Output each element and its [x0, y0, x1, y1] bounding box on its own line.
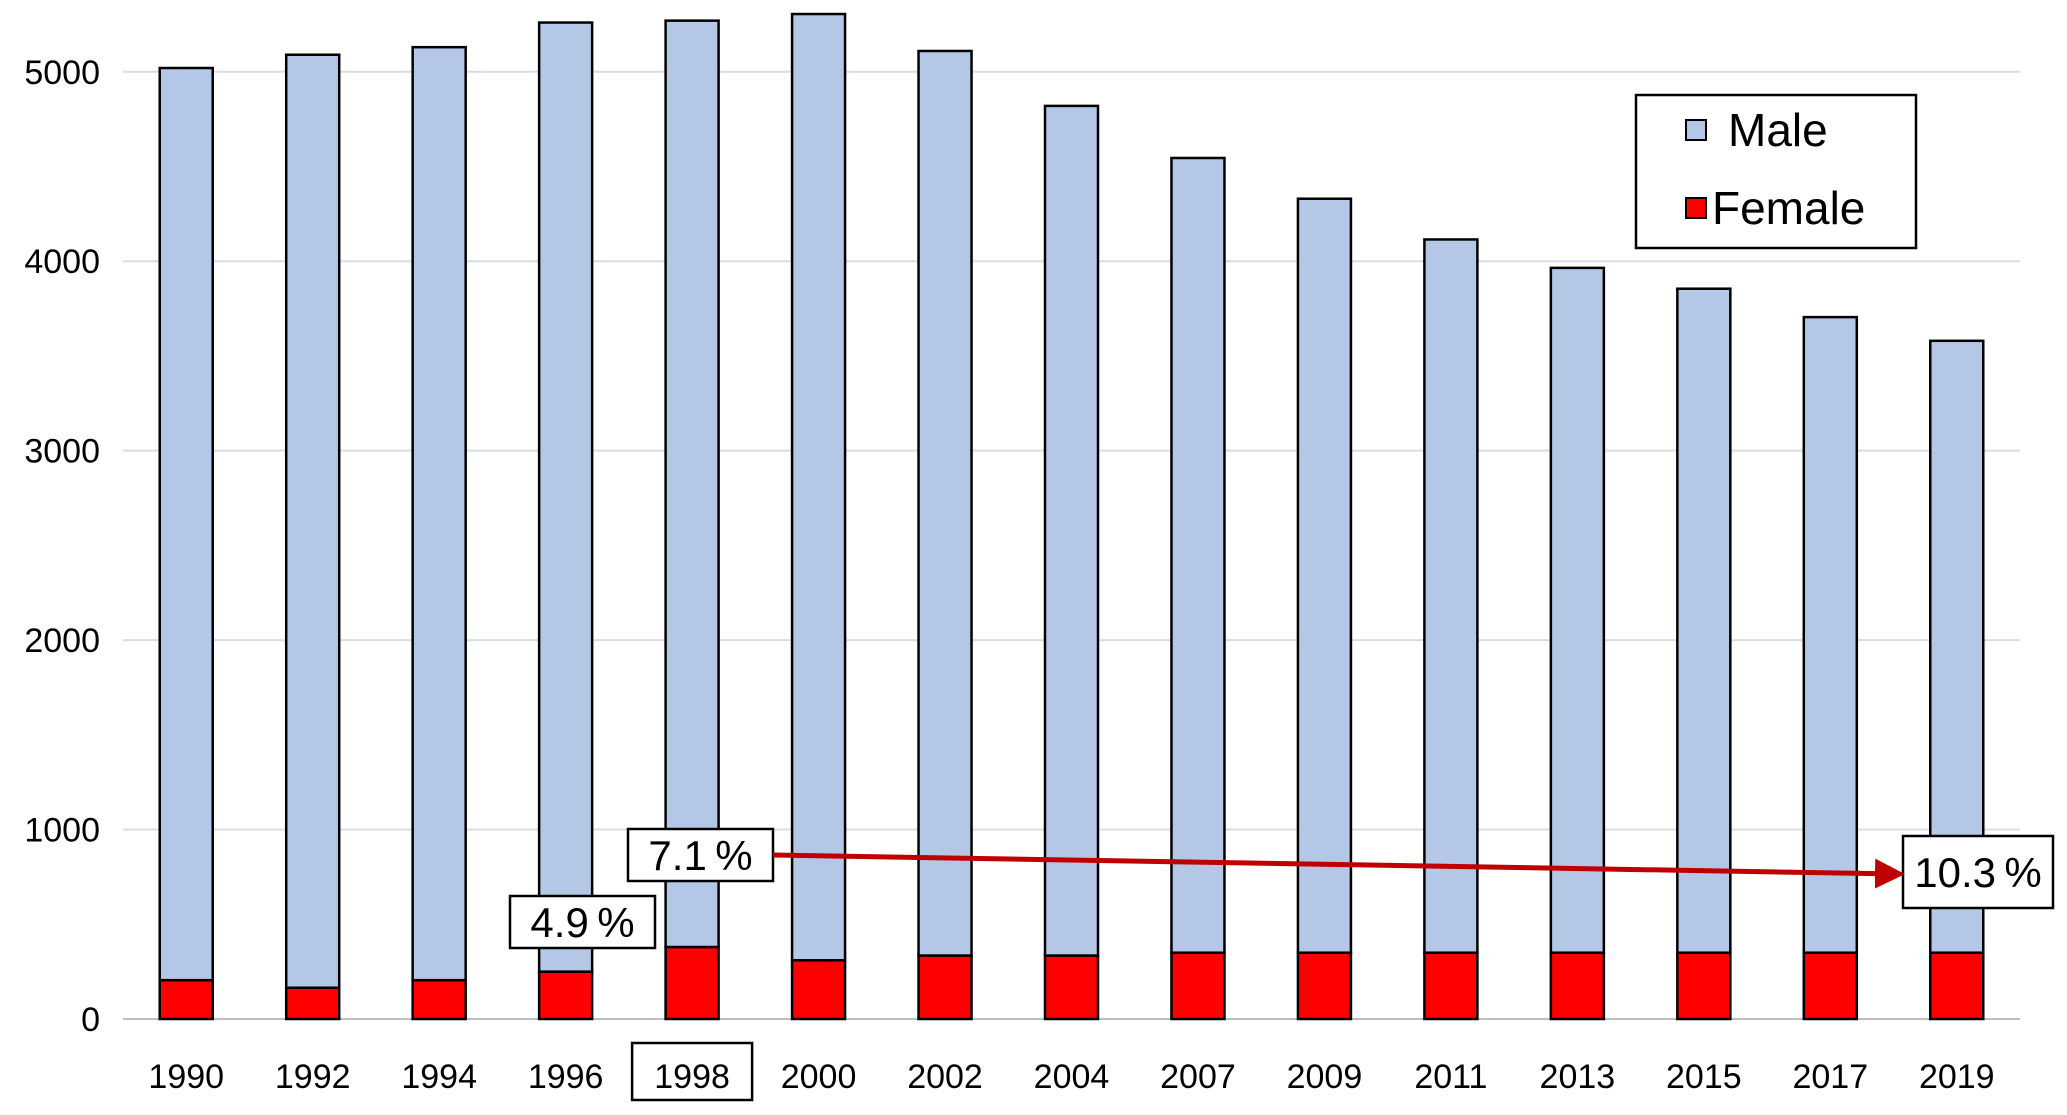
- annotations: 4.9 % 7.1 % 10.3 %: [508, 827, 2055, 950]
- legend-swatch-male: [1685, 119, 1707, 141]
- bar-female-2000: [790, 959, 847, 1021]
- bar-male-1990: [158, 66, 214, 982]
- callout-label-1996: 4.9 %: [530, 899, 634, 946]
- x-tick-label: 2007: [1160, 1058, 1236, 1096]
- bar-female-1992: [284, 986, 341, 1021]
- bar-female-2011: [1423, 951, 1479, 1021]
- y-tick-label: 1000: [24, 812, 100, 850]
- highlighted-year-box: [630, 1041, 754, 1102]
- bar-female-2002: [917, 954, 973, 1021]
- x-tick-label: 2002: [907, 1058, 983, 1096]
- bar-female-1990: [158, 978, 214, 1021]
- bar-female-2019: [1929, 951, 1985, 1021]
- bar-female-1998: [664, 945, 720, 1021]
- legend-swatch-female: [1685, 197, 1707, 219]
- bar-male-2013: [1549, 266, 1606, 954]
- bar-female-2013: [1549, 951, 1606, 1021]
- bar-male-2015: [1676, 287, 1732, 954]
- x-tick-label: 1998: [654, 1058, 730, 1096]
- y-axis-ticks: 0 1000 2000 3000 4000 5000: [24, 54, 100, 1039]
- y-tick-label: 4000: [24, 243, 100, 281]
- bar-male-2004: [1043, 104, 1100, 957]
- bar-female-2004: [1043, 954, 1100, 1021]
- legend: Male Female: [1634, 93, 1918, 250]
- callout-box-2019: [1901, 834, 2055, 910]
- bar-female-2017: [1802, 951, 1859, 1021]
- x-tick-label: 2015: [1666, 1058, 1742, 1096]
- bar-male-2011: [1423, 238, 1479, 954]
- bar-female-2015: [1676, 951, 1732, 1021]
- bar-male-2002: [917, 49, 973, 957]
- x-tick-label: 1994: [401, 1058, 477, 1096]
- bar-male-1994: [411, 45, 467, 982]
- callout-box-1998: [626, 827, 775, 883]
- x-tick-label: 2017: [1792, 1058, 1868, 1096]
- x-axis-ticks: 1990 1992 1994 1996 1998 2000 2002 2004 2007 2009…: [148, 1041, 1995, 1102]
- x-tick-label: 2004: [1034, 1058, 1110, 1096]
- x-tick-label: 1996: [528, 1058, 604, 1096]
- x-tick-label: 2019: [1919, 1058, 1995, 1096]
- bar-female-1996: [537, 970, 594, 1021]
- bar-female-2007: [1170, 951, 1226, 1021]
- x-tick-label: 2000: [781, 1058, 857, 1096]
- legend-label-male: Male: [1728, 104, 1828, 156]
- callout-label-2019: 10.3 %: [1914, 849, 2042, 896]
- y-tick-label: 5000: [24, 54, 100, 92]
- y-tick-label: 2000: [24, 622, 100, 660]
- y-tick-label: 3000: [24, 433, 100, 471]
- bar-female-1994: [411, 978, 467, 1021]
- x-tick-label: 1992: [275, 1058, 351, 1096]
- x-tick-label: 1990: [148, 1058, 224, 1096]
- bar-female-2009: [1296, 951, 1353, 1021]
- bar-male-2007: [1170, 156, 1226, 954]
- callout-label-1998: 7.1 %: [648, 832, 752, 879]
- bar-male-1998: [664, 19, 720, 949]
- bar-male-1992: [284, 53, 341, 989]
- y-tick-label: 0: [81, 1001, 100, 1039]
- bar-male-2017: [1802, 315, 1859, 954]
- x-tick-label: 2009: [1287, 1058, 1363, 1096]
- trend-arrow: [772, 852, 1905, 889]
- x-tick-label: 2011: [1414, 1058, 1487, 1096]
- bar-male-2009: [1296, 197, 1353, 954]
- legend-label-female: Female: [1712, 182, 1865, 234]
- callout-box-1996: [508, 894, 657, 950]
- x-tick-label: 2013: [1540, 1058, 1616, 1096]
- legend-box: [1634, 93, 1918, 250]
- bar-male-2000: [790, 12, 847, 962]
- bar-male-1996: [537, 21, 594, 973]
